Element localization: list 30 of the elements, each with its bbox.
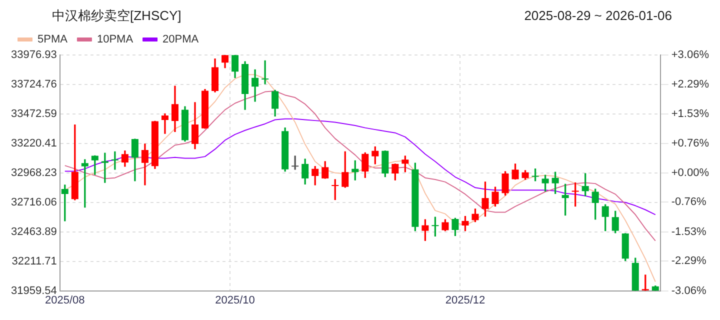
y-tick-label: 32463.89 — [10, 226, 57, 238]
y2-tick-label: -1.53% — [671, 226, 706, 238]
x-tick-label: 2025/12 — [445, 294, 486, 306]
y2-tick-label: -0.76% — [671, 196, 706, 208]
candlestick — [111, 151, 118, 170]
y2-tick-label: -3.06% — [671, 284, 706, 297]
y-tick-label: 33472.59 — [10, 108, 57, 120]
x-tick-label: 2025/08 — [45, 294, 85, 306]
y2-tick-label: +1.53% — [671, 108, 710, 120]
candlestick — [161, 113, 168, 134]
y-tick-label: 32211.71 — [12, 255, 57, 268]
y2-tick-label: +0.00% — [671, 166, 710, 179]
legend-label: 5PMA — [38, 34, 68, 46]
x-tick-label: 2025/10 — [215, 294, 255, 306]
candlestick — [262, 60, 269, 84]
y-tick-label: 32716.06 — [10, 196, 57, 208]
y2-tick-label: +3.06% — [671, 49, 710, 62]
y-tick-label: 33724.76 — [10, 78, 57, 91]
chart-title: 中汉棉纱卖空[ZHSCY] — [52, 8, 182, 24]
chart-subtitle: 2025-08-29 ~ 2026-01-06 — [524, 8, 672, 24]
y2-tick-label: -2.29% — [671, 255, 706, 268]
legend-label: 20PMA — [162, 34, 200, 46]
y-tick-label: 33220.41 — [10, 137, 57, 150]
y2-tick-label: +0.76% — [671, 138, 710, 150]
candlestick — [292, 156, 299, 170]
legend-label: 10PMA — [96, 34, 134, 46]
y-tick-label: 33976.93 — [10, 49, 57, 62]
y-tick-label: 31959.54 — [10, 284, 57, 297]
y2-tick-label: +2.29% — [671, 78, 710, 91]
y-tick-label: 32968.23 — [10, 166, 57, 179]
